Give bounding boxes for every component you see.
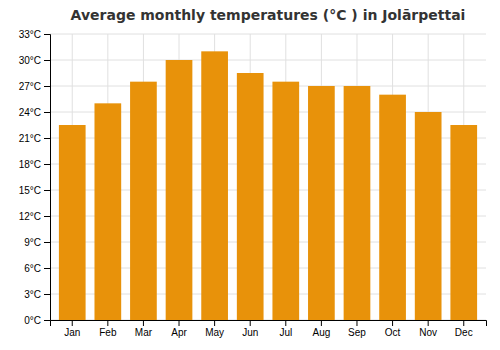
tick-label: Oct <box>385 327 401 338</box>
plot: 0°C 3°C 6°C 9°C 12°C 15°C 18°C 21°C 24°C 27°C 30°C… <box>19 29 487 338</box>
tick-mark <box>44 190 50 191</box>
tick-label: Sep <box>348 327 366 338</box>
tick: 27°C <box>19 81 50 92</box>
tick: Jul <box>279 320 292 338</box>
tick: 21°C <box>19 133 50 144</box>
tick: Jan <box>64 320 80 338</box>
tick-label: Aug <box>312 327 330 338</box>
tick-mark <box>250 320 251 326</box>
tick-label: Feb <box>99 327 117 338</box>
tick-mark <box>44 216 50 217</box>
tick-label: Jan <box>64 327 80 338</box>
bar <box>415 112 442 320</box>
tick: Oct <box>385 320 401 338</box>
bar <box>450 125 477 320</box>
tick-label: 27°C <box>19 81 41 92</box>
tick: Dec <box>455 320 473 338</box>
tick-label: Apr <box>171 327 187 338</box>
x-axis: Jan Feb Mar Apr May Jun Jul Aug Sep Oct Nov Dec <box>51 320 487 338</box>
grid <box>50 34 486 320</box>
tick: 0°C <box>24 315 50 326</box>
tick-mark <box>44 320 50 321</box>
tick: 6°C <box>24 263 50 274</box>
tick: Aug <box>312 320 330 338</box>
tick: Apr <box>171 320 187 338</box>
tick: 33°C <box>19 29 50 40</box>
tick-label: Jun <box>242 327 258 338</box>
tick-mark <box>44 112 50 113</box>
bar <box>201 51 228 320</box>
tick-mark <box>392 320 393 326</box>
tick-label: Mar <box>135 327 153 338</box>
bar <box>308 86 335 320</box>
tick-mark <box>44 294 50 295</box>
tick-mark <box>44 242 50 243</box>
tick-label: Jul <box>279 327 292 338</box>
y-axis: 0°C 3°C 6°C 9°C 12°C 15°C 18°C 21°C 24°C 27°C 30°C… <box>19 29 51 326</box>
tick-label: 15°C <box>19 185 41 196</box>
tick-mark <box>72 320 73 326</box>
tick-mark <box>321 320 322 326</box>
tick-label: 9°C <box>24 237 41 248</box>
tick: Mar <box>135 320 153 338</box>
tick: 9°C <box>24 237 50 248</box>
tick-label: 21°C <box>19 133 41 144</box>
tick: 15°C <box>19 185 50 196</box>
grid-line <box>50 34 486 35</box>
tick: 3°C <box>24 289 50 300</box>
tick-mark <box>44 164 50 165</box>
tick-label: 30°C <box>19 55 41 66</box>
tick: Jun <box>242 320 258 338</box>
tick-mark <box>44 268 50 269</box>
bar <box>379 95 406 320</box>
tick-mark <box>143 320 144 326</box>
chart: 0°C 3°C 6°C 9°C 12°C 15°C 18°C 21°C 24°C 27°C 30°C… <box>0 0 500 350</box>
tick: 30°C <box>19 55 50 66</box>
tick: Nov <box>419 320 437 338</box>
bar <box>94 103 121 320</box>
tick-mark <box>428 320 429 326</box>
tick-label: 0°C <box>24 315 41 326</box>
tick-mark <box>44 86 50 87</box>
bar <box>166 60 193 320</box>
bars <box>59 51 477 320</box>
tick-mark <box>463 320 464 326</box>
tick-mark <box>44 34 50 35</box>
tick-mark <box>44 138 50 139</box>
tick-label: 18°C <box>19 159 41 170</box>
grid-line <box>50 86 486 87</box>
axis-line <box>51 321 487 327</box>
bar <box>130 82 157 320</box>
tick-label: 33°C <box>19 29 41 40</box>
title: Average monthly temperatures (°C ) in Jo… <box>71 7 466 23</box>
tick-mark <box>356 320 357 326</box>
tick-label: 6°C <box>24 263 41 274</box>
tick-mark <box>44 60 50 61</box>
tick: Sep <box>348 320 366 338</box>
bar <box>237 73 264 320</box>
tick-mark <box>285 320 286 326</box>
grid-line <box>50 60 486 61</box>
bar <box>344 86 371 320</box>
axis-line <box>44 35 51 321</box>
bar <box>59 125 86 320</box>
tick-label: May <box>205 327 224 338</box>
tick-label: 24°C <box>19 107 41 118</box>
tick: 12°C <box>19 211 50 222</box>
tick-label: Dec <box>455 327 473 338</box>
tick-mark <box>214 320 215 326</box>
tick-label: Nov <box>419 327 437 338</box>
tick-mark <box>107 320 108 326</box>
tick: Feb <box>99 320 117 338</box>
bar <box>272 82 299 320</box>
tick: May <box>205 320 224 338</box>
tick: 18°C <box>19 159 50 170</box>
tick-mark <box>179 320 180 326</box>
tick: 24°C <box>19 107 50 118</box>
tick-label: 3°C <box>24 289 41 300</box>
tick-label: 12°C <box>19 211 41 222</box>
